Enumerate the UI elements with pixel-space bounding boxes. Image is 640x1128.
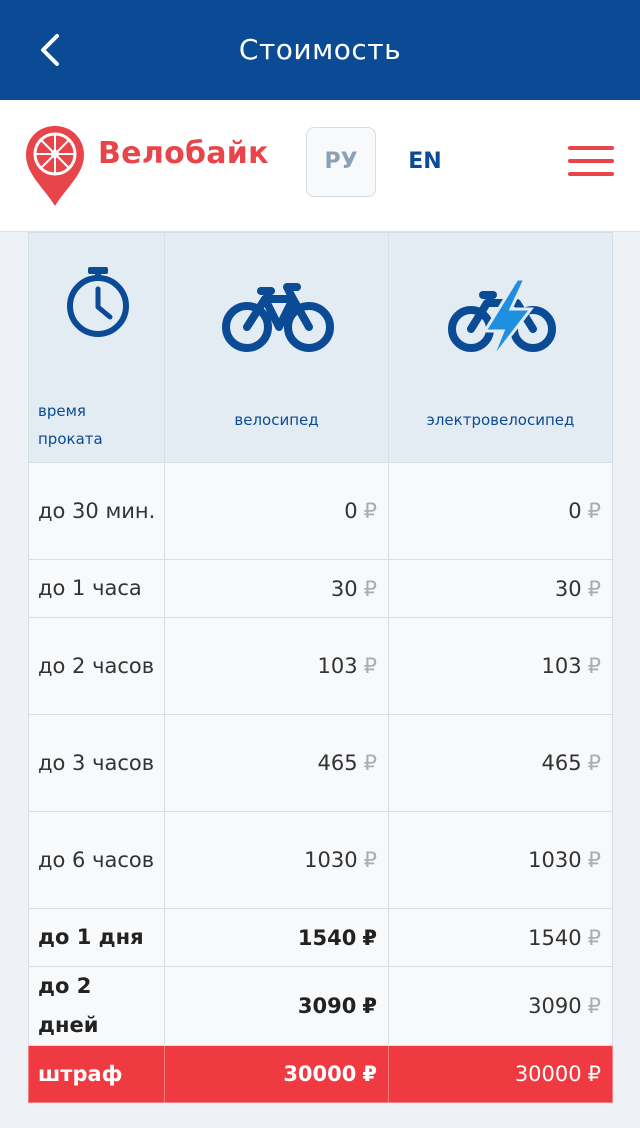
price-value: 1540 xyxy=(528,925,582,950)
price-value: 30000 xyxy=(514,1062,582,1086)
ruble-sign: ₽ xyxy=(363,848,377,872)
wheel-pin-logo-icon[interactable] xyxy=(24,124,86,208)
table-row: до 1 дня 1540 ₽ 1540 ₽ xyxy=(28,908,613,967)
table-row: до 3 часов 465 ₽ 465 ₽ xyxy=(28,714,613,812)
column-header-bike: велосипед xyxy=(164,232,389,463)
table-row: до 6 часов 1030 ₽ 1030 ₽ xyxy=(28,811,613,909)
row-label: до 2 часов xyxy=(28,617,165,715)
bike-price: 30000 ₽ xyxy=(164,1045,389,1103)
bike-price: 30 ₽ xyxy=(164,559,389,618)
price-value: 1030 xyxy=(304,848,358,872)
ebike-price: 30 ₽ xyxy=(388,559,613,618)
bicycle-icon xyxy=(222,283,334,352)
stopwatch-icon xyxy=(67,267,129,337)
top-app-bar: Стоимость xyxy=(0,0,640,100)
table-header-row: время проката велосипед xyxy=(28,232,613,463)
ruble-sign: ₽ xyxy=(587,576,601,601)
price-value: 103 xyxy=(541,654,582,678)
price-value: 465 xyxy=(541,751,582,775)
table-row: до 2 дней 3090 ₽ 3090 ₽ xyxy=(28,966,613,1046)
row-label: до 30 мин. xyxy=(28,462,165,560)
ebike-price: 1540 ₽ xyxy=(388,908,613,967)
ruble-sign: ₽ xyxy=(587,848,601,872)
ebike-price: 30000 ₽ xyxy=(388,1045,613,1103)
ruble-sign: ₽ xyxy=(362,1062,377,1086)
electric-bicycle-icon xyxy=(448,277,556,362)
ruble-sign: ₽ xyxy=(587,1062,601,1086)
ruble-sign: ₽ xyxy=(587,654,601,678)
bike-price: 0 ₽ xyxy=(164,462,389,560)
bike-price: 3090 ₽ xyxy=(164,966,389,1046)
chevron-left-icon xyxy=(41,34,59,66)
fine-row: штраф 30000 ₽ 30000 ₽ xyxy=(28,1045,613,1103)
ebike-price: 1030 ₽ xyxy=(388,811,613,909)
row-label: до 1 часа xyxy=(28,559,165,618)
price-value: 30 xyxy=(330,576,358,601)
price-value: 465 xyxy=(317,751,358,775)
column-label-time: время проката xyxy=(38,402,103,448)
ruble-sign: ₽ xyxy=(587,994,601,1018)
table-row: до 2 часов 103 ₽ 103 ₽ xyxy=(28,617,613,715)
ruble-sign: ₽ xyxy=(363,499,377,523)
ruble-sign: ₽ xyxy=(587,925,601,950)
row-label: до 2 дней xyxy=(28,966,165,1046)
row-label: до 6 часов xyxy=(28,811,165,909)
column-header-time: время проката xyxy=(28,232,165,463)
menu-button[interactable] xyxy=(568,146,614,178)
language-ru-button[interactable]: РУ xyxy=(306,127,376,197)
price-table-container: время проката велосипед xyxy=(28,232,613,1103)
logo-text[interactable]: Велобайк xyxy=(98,136,269,171)
ruble-sign: ₽ xyxy=(362,994,377,1018)
column-header-ebike: электровелосипед xyxy=(388,232,613,463)
row-label: штраф xyxy=(28,1045,165,1103)
row-label: до 3 часов xyxy=(28,714,165,812)
price-value: 1030 xyxy=(528,848,582,872)
ebike-price: 3090 ₽ xyxy=(388,966,613,1046)
page-title: Стоимость xyxy=(238,33,402,66)
bike-price: 1540 ₽ xyxy=(164,908,389,967)
price-value: 30000 xyxy=(283,1062,357,1086)
bike-price: 103 ₽ xyxy=(164,617,389,715)
ebike-price: 103 ₽ xyxy=(388,617,613,715)
table-row: до 30 мин. 0 ₽ 0 ₽ xyxy=(28,462,613,560)
ruble-sign: ₽ xyxy=(587,751,601,775)
table-row: до 1 часа 30 ₽ 30 ₽ xyxy=(28,559,613,618)
ruble-sign: ₽ xyxy=(363,654,377,678)
price-value: 1540 xyxy=(297,925,357,950)
ebike-price: 0 ₽ xyxy=(388,462,613,560)
price-value: 3090 xyxy=(297,994,357,1018)
site-header: Велобайк РУ EN xyxy=(0,100,640,232)
price-value: 0 xyxy=(344,499,358,523)
price-value: 3090 xyxy=(528,994,582,1018)
hamburger-icon xyxy=(568,146,614,150)
column-label-bike: велосипед xyxy=(234,411,319,429)
price-table: время проката велосипед xyxy=(28,232,613,1103)
ruble-sign: ₽ xyxy=(362,925,377,950)
bike-price: 465 ₽ xyxy=(164,714,389,812)
ruble-sign: ₽ xyxy=(363,751,377,775)
language-en-button[interactable]: EN xyxy=(408,149,442,174)
column-label-ebike: электровелосипед xyxy=(426,411,575,429)
back-button[interactable] xyxy=(28,24,76,76)
ebike-price: 465 ₽ xyxy=(388,714,613,812)
ruble-sign: ₽ xyxy=(587,499,601,523)
ruble-sign: ₽ xyxy=(363,576,377,601)
price-value: 103 xyxy=(317,654,358,678)
price-value: 0 xyxy=(568,499,582,523)
row-label: до 1 дня xyxy=(28,908,165,967)
price-value: 30 xyxy=(554,576,582,601)
bike-price: 1030 ₽ xyxy=(164,811,389,909)
